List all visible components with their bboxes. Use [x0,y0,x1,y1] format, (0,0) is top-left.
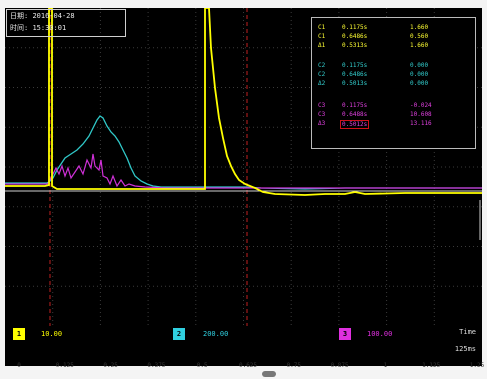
x-tick-label: 1.25 [469,362,485,369]
channel-2-trace [5,115,482,190]
date-value: 2016-04-28 [32,12,75,20]
measurement-time: 0.1175s [342,102,368,109]
measurement-value: 13.116 [410,120,432,127]
measurement-label: Δ1 [318,42,326,49]
timebase-value: 125ms [454,345,476,353]
channel-1-badge[interactable]: 1 [13,328,25,340]
date-label: 日期: [10,12,29,20]
x-tick-label: 0.5 [196,362,208,369]
measurement-value: 0.000 [410,71,429,78]
measurement-value: 0.560 [410,33,429,40]
x-tick-label: 0.875 [330,362,349,369]
measurement-label: C3 [318,111,326,118]
channel-2-badge[interactable]: 2 [173,328,185,340]
scroll-thumb[interactable] [262,371,276,377]
measurement-label: C1 [318,24,326,31]
measurement-time: 0.6486s [342,71,368,78]
measurement-value: 10.608 [410,111,432,118]
waveform-plot [5,8,482,326]
x-tick-label: 0.75 [286,362,302,369]
measurement-time: 0.5013s [342,80,368,87]
measurement-label: Δ2 [318,80,326,87]
channel-3-badge[interactable]: 3 [339,328,351,340]
vertical-scrollbar[interactable] [479,200,481,240]
channel-1-trace [5,8,482,196]
measurement-label: C1 [318,33,326,40]
time-value: 15:30:01 [32,24,67,32]
measurement-value: 1.660 [410,24,429,31]
channel-2-scale: 200.00 [203,330,229,338]
channel-3-scale: 100.00 [367,330,393,338]
measurement-value: -0.024 [410,102,432,109]
measurement-label: C2 [318,71,326,78]
x-tick-label: 1 [383,362,388,369]
measurement-panel: C1 0.1175s 1.660 C1 0.6486s 0.560 Δ1 0.5313s 1.6… [311,17,476,149]
measurement-label: Δ3 [318,120,326,127]
oscilloscope-screen[interactable]: 日期: 2016-04-28 时间: 15:30:01 C1 0.1175s 1.6… [5,8,482,366]
measurement-value: 0.000 [410,80,429,87]
x-tick-label: 0.625 [238,362,258,369]
measurement-time: 0.5313s [342,42,368,49]
measurement-value: 1.660 [410,42,429,49]
time-label: 时间: [10,24,29,32]
timebase-label: Time [459,328,476,336]
measurement-label: C2 [318,62,326,69]
channel-3-trace [5,153,482,189]
measurement-time: 0.1175s [342,24,368,31]
measurement-label: C3 [318,102,326,109]
measurement-time: 0.6488s [342,111,368,118]
x-tick-label: 0.25 [103,362,118,369]
measurement-time: 0.1175s [342,62,368,69]
channel-1-scale: 10.00 [41,330,63,338]
x-tick-label: 1.125 [422,362,441,369]
timestamp-box: 日期: 2016-04-28 时间: 15:30:01 [6,9,126,37]
x-tick-label: 0 [17,362,21,369]
x-tick-label: 0.375 [147,362,166,369]
x-tick-label: 0.125 [55,362,74,369]
measurement-value: 0.000 [410,62,429,69]
measurement-time: 0.6486s [342,33,368,40]
